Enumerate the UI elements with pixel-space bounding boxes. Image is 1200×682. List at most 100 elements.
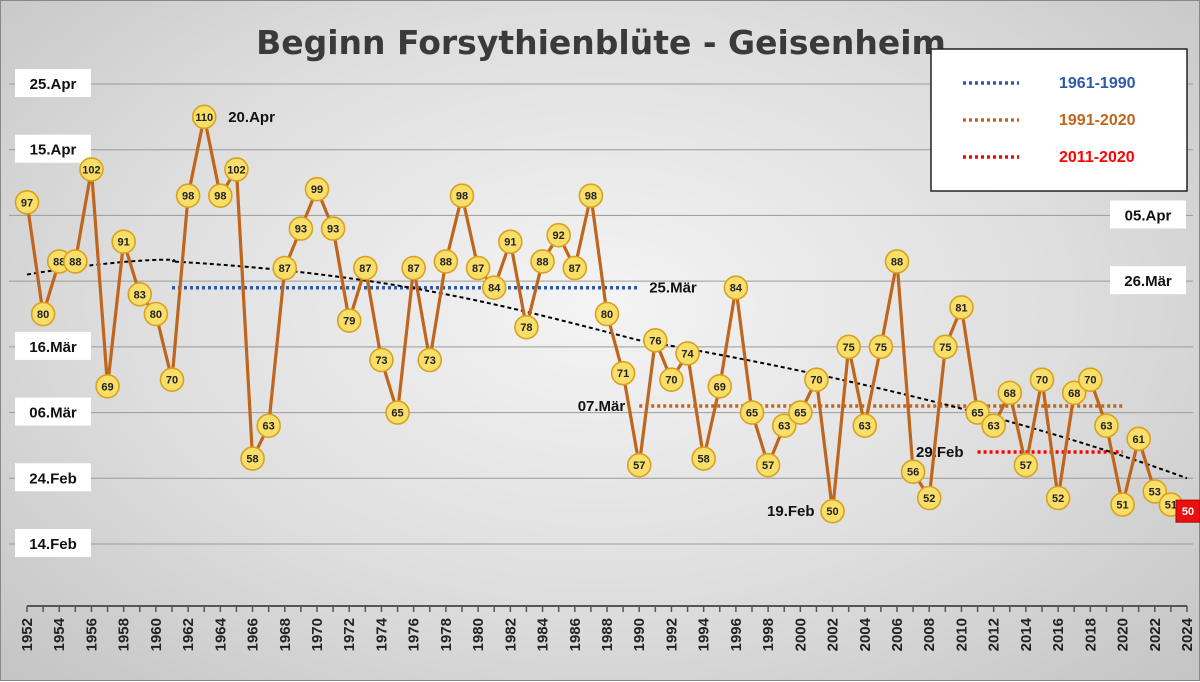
x-tick-label: 2010	[953, 618, 970, 651]
data-label-1996: 84	[730, 283, 743, 295]
data-label-1997: 65	[746, 408, 758, 420]
data-label-1957: 69	[101, 381, 113, 393]
x-tick-label: 1990	[631, 618, 648, 651]
mean-label-1961-1990: 25.Mär	[649, 280, 697, 297]
x-tick-label: 1974	[373, 617, 390, 651]
data-label-2018: 70	[1084, 375, 1096, 387]
data-label-1983: 78	[520, 322, 532, 334]
data-label-1955: 88	[69, 256, 81, 268]
trend-curve	[27, 260, 1187, 479]
legend: 1961-1990 1991-2020 2011-2020	[931, 49, 1187, 191]
data-label-1988: 80	[601, 309, 613, 321]
data-label-2014: 57	[1020, 460, 1032, 472]
y-axis-label: 24.Feb	[29, 470, 77, 487]
data-label-1991: 76	[649, 335, 661, 347]
data-label-1977: 73	[424, 355, 436, 367]
x-tick-label: 2006	[889, 618, 906, 651]
y-axis-label: 05.Apr	[1125, 207, 1172, 224]
y-axis-label: 16.Mär	[29, 339, 77, 356]
data-label-1961: 70	[166, 375, 178, 387]
data-label-1992: 70	[665, 375, 677, 387]
x-tick-label: 1998	[760, 618, 777, 651]
data-label-2000: 65	[794, 408, 806, 420]
data-label-1967: 63	[263, 421, 275, 433]
x-tick-label: 2016	[1050, 618, 1067, 651]
x-tick-label: 2022	[1147, 618, 1164, 651]
data-label-1984: 88	[536, 256, 548, 268]
legend-label-1991-2020: 1991-2020	[1059, 112, 1136, 129]
chart-title: Beginn Forsythienblüte - Geisenheim	[256, 23, 946, 62]
legend-label-1961-1990: 1961-1990	[1059, 75, 1136, 92]
data-label-2007: 56	[907, 467, 919, 479]
x-tick-label: 2020	[1115, 618, 1132, 651]
x-tick-label: 1992	[663, 618, 680, 651]
data-label-1970: 99	[311, 184, 323, 196]
x-tick-label: 2014	[1018, 617, 1035, 651]
data-label-2017: 68	[1068, 388, 1080, 400]
data-label-2008: 52	[923, 493, 935, 505]
data-label-2012: 63	[988, 421, 1000, 433]
y-axis-label: 26.Mär	[1124, 273, 1172, 290]
data-label-2024: 50	[1182, 506, 1194, 518]
data-label-1993: 74	[681, 348, 694, 360]
x-tick-label: 1952	[19, 618, 36, 651]
x-tick-label: 1982	[502, 618, 519, 651]
x-tick-label: 1970	[309, 618, 326, 651]
x-tick-label: 1968	[277, 618, 294, 651]
x-tick-label: 1964	[212, 617, 229, 651]
data-label-2020: 51	[1116, 500, 1128, 512]
data-label-1953: 80	[37, 309, 49, 321]
data-label-1978: 88	[440, 256, 452, 268]
data-label-1999: 63	[778, 421, 790, 433]
data-label-2002: 50	[826, 506, 838, 518]
data-label-1965: 102	[227, 164, 245, 176]
data-label-1982: 91	[504, 237, 516, 249]
data-label-1979: 98	[456, 191, 468, 203]
x-tick-label: 2002	[825, 618, 842, 651]
data-label-1974: 73	[375, 355, 387, 367]
x-tick-label: 2012	[986, 618, 1003, 651]
data-label-1986: 87	[569, 263, 581, 275]
y-axis-label: 06.Mär	[29, 405, 77, 422]
x-tick-label: 1972	[341, 618, 358, 651]
data-label-2019: 63	[1100, 421, 1112, 433]
data-label-1981: 84	[488, 283, 501, 295]
y-axis-label: 14.Feb	[29, 536, 77, 553]
data-label-2004: 63	[859, 421, 871, 433]
data-label-1960: 80	[150, 309, 162, 321]
data-label-2021: 61	[1133, 434, 1145, 446]
data-label-2011: 65	[971, 408, 983, 420]
x-tick-label: 1994	[696, 617, 713, 651]
data-label-1963: 110	[195, 112, 213, 124]
data-label-2005: 75	[875, 342, 887, 354]
data-label-1989: 71	[617, 368, 629, 380]
data-label-1985: 92	[553, 230, 565, 242]
legend-label-2011-2020: 2011-2020	[1059, 149, 1135, 166]
x-tick-label: 1960	[148, 618, 165, 651]
x-tick-label: 2004	[857, 617, 874, 651]
data-label-1959: 83	[134, 289, 146, 301]
x-tick-label: 2008	[921, 618, 938, 651]
data-label-2003: 75	[843, 342, 855, 354]
data-label-1987: 98	[585, 191, 597, 203]
x-tick-label: 1986	[567, 618, 584, 651]
data-label-1964: 98	[214, 191, 226, 203]
data-label-1966: 58	[246, 454, 258, 466]
data-label-1995: 69	[714, 381, 726, 393]
x-tick-label: 1976	[406, 618, 423, 651]
data-label-2023: 51	[1165, 500, 1177, 512]
data-label-2001: 70	[810, 375, 822, 387]
data-label-1972: 79	[343, 316, 355, 328]
mean-label-2011-2020: 29.Feb	[916, 444, 964, 461]
trend-line	[27, 260, 1187, 479]
x-tick-label: 1996	[728, 618, 745, 651]
mean-label-1991-2020: 07.Mär	[578, 398, 626, 415]
data-label-2022: 53	[1149, 486, 1161, 498]
y-axis-label: 25.Apr	[30, 76, 77, 93]
data-label-1962: 98	[182, 191, 194, 203]
x-tick-label: 2018	[1082, 618, 1099, 651]
data-label-2015: 70	[1036, 375, 1048, 387]
